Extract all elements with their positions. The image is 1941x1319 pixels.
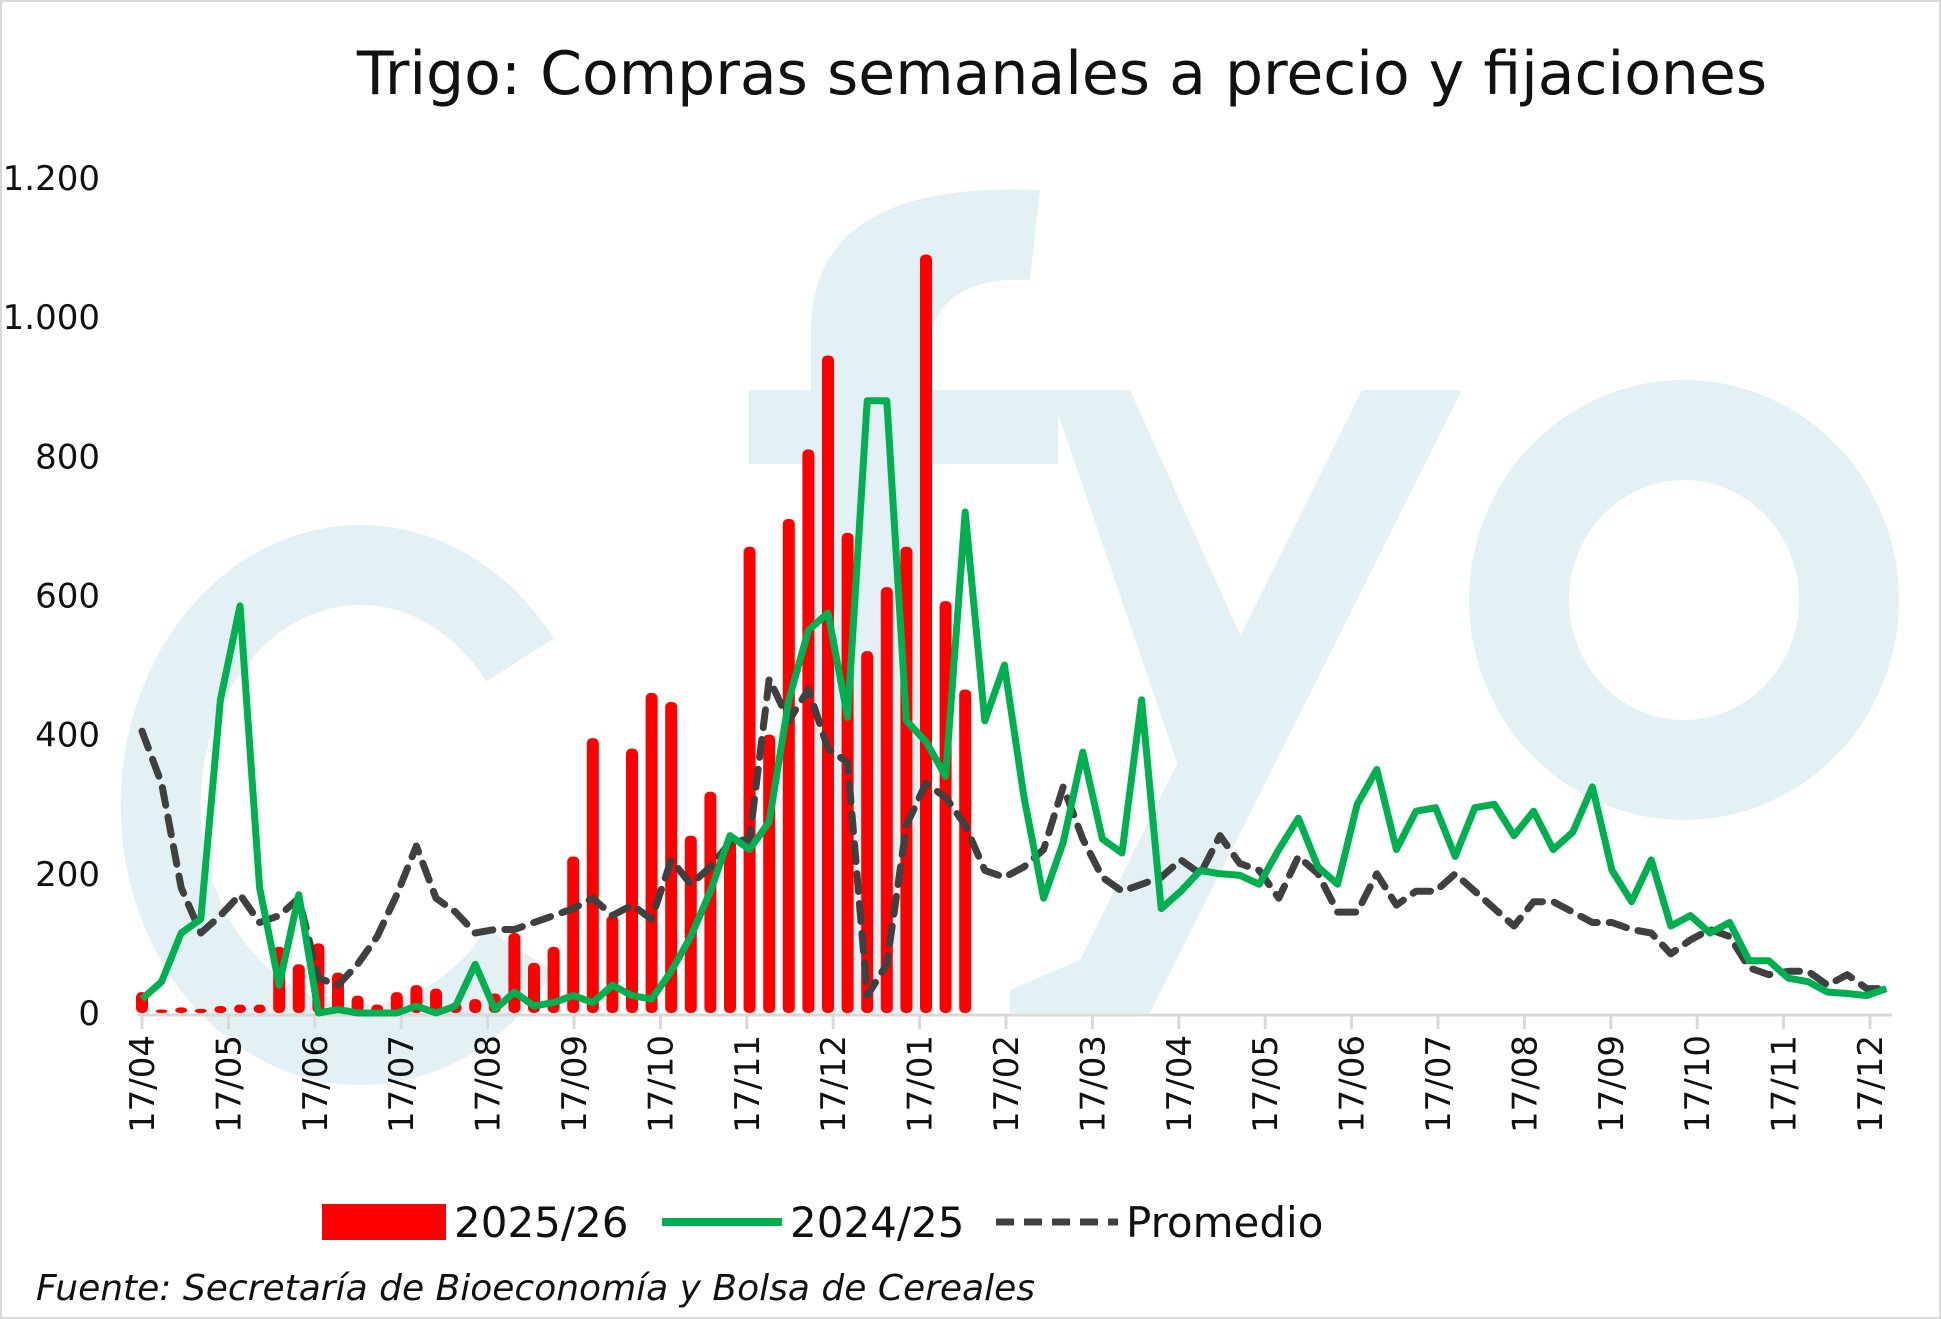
watermark-f-bar [749, 390, 1058, 464]
lines [138, 397, 1890, 1017]
chart-title: Trigo: Compras semanales a precio y fija… [356, 39, 1767, 109]
y-tick-label: 200 [35, 855, 100, 895]
x-tick-label: 17/05 [1246, 1035, 1286, 1133]
x-tick-label: 17/08 [469, 1035, 509, 1133]
watermark-o-shape [1469, 380, 1899, 820]
line-promedio [138, 675, 1890, 1000]
bar-2025-26 [802, 449, 815, 1013]
x-tick-label: 17/11 [728, 1035, 768, 1133]
bar-2025-26 [253, 1004, 266, 1013]
source-note: Fuente: Secretaría de Bioeconomía y Bols… [36, 1268, 1035, 1309]
x-tick-label: 17/02 [987, 1035, 1027, 1133]
legend-label-2025-26: 2025/26 [454, 1198, 628, 1247]
x-tick-label: 17/08 [1505, 1035, 1545, 1133]
x-axis: 17/04 17/05 17/06 17/07 17/08 17/09 17/10 17/11… [123, 1013, 1892, 1133]
x-tick-label: 17/05 [209, 1035, 249, 1133]
y-tick-label: 600 [35, 577, 100, 617]
bar-2025-26 [959, 689, 972, 1013]
bar-2025-26 [351, 995, 364, 1013]
bar-2025-26 [292, 964, 305, 1013]
x-tick-label: 17/07 [1419, 1035, 1459, 1133]
bar-2025-26 [822, 355, 834, 1013]
bar-2025-26 [782, 518, 795, 1013]
bar-2025-26 [567, 856, 580, 1013]
watermark-logo [120, 189, 1899, 1085]
y-tick-label: 800 [35, 437, 100, 477]
line-2024-25 [139, 397, 1888, 1017]
x-tick-label: 17/11 [1765, 1035, 1805, 1133]
x-tick-label: 17/04 [123, 1035, 163, 1133]
legend: 2025/26 2024/25 Promedio [322, 1198, 1323, 1247]
y-tick-label: 1.000 [3, 298, 100, 338]
watermark-y-right-arm [1010, 390, 1462, 1013]
bar-2025-26 [508, 932, 521, 1013]
bar-2025-26 [194, 1008, 207, 1013]
legend-label-2024-25: 2024/25 [790, 1198, 964, 1247]
x-tick-label: 17/10 [641, 1035, 681, 1133]
bar-2025-26 [626, 748, 638, 1013]
bar-2025-26 [214, 1006, 227, 1013]
x-tick-label: 17/07 [382, 1035, 422, 1133]
bar-2025-26 [234, 1004, 246, 1013]
x-tick-label: 17/09 [1592, 1035, 1632, 1133]
y-axis: 0 200 400 600 800 1.000 1.200 [3, 159, 100, 1034]
x-tick-label: 17/01 [901, 1035, 941, 1133]
x-tick-label: 17/12 [1851, 1035, 1891, 1133]
y-tick-label: 1.200 [3, 159, 100, 199]
y-tick-label: 0 [78, 994, 100, 1034]
bar-2025-26 [880, 587, 893, 1013]
bar-2025-26 [724, 839, 736, 1013]
bar-2025-26 [606, 915, 619, 1013]
x-tick-label: 17/03 [1073, 1035, 1113, 1133]
x-tick-label: 17/04 [1160, 1035, 1200, 1133]
bar-2025-26 [861, 651, 874, 1013]
x-tick-label: 17/06 [296, 1035, 336, 1133]
legend-label-promedio: Promedio [1126, 1198, 1323, 1247]
watermark-c-shape [120, 525, 554, 1085]
x-tick-label: 17/10 [1678, 1035, 1718, 1133]
bar-2025-26 [390, 992, 403, 1013]
x-tick-label: 17/09 [555, 1035, 595, 1133]
bar-2025-26 [175, 1007, 188, 1013]
bar-2025-26 [155, 1009, 168, 1013]
bar-2025-26 [469, 999, 482, 1013]
x-tick-label: 17/06 [1333, 1035, 1373, 1133]
x-tick-label: 17/12 [814, 1035, 854, 1133]
bar-2025-26 [645, 692, 658, 1013]
bar-2025-26 [586, 738, 599, 1013]
bar-2025-26 [704, 791, 717, 1013]
bar-2025-26 [547, 946, 560, 1013]
legend-swatch-2025-26 [322, 1204, 446, 1240]
bar-2025-26 [743, 546, 756, 1013]
y-tick-label: 400 [35, 716, 100, 756]
bar-2025-26 [430, 988, 442, 1013]
bar-2025-26 [920, 254, 932, 1013]
